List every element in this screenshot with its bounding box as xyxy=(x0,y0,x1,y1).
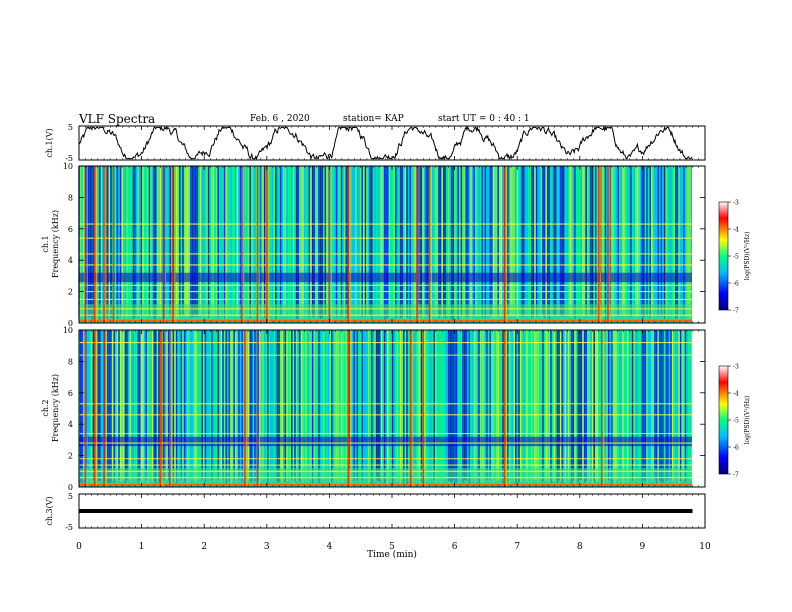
ch1-spectrogram-ylabel: Frequency (kHz) xyxy=(51,210,60,278)
colorbar-tick-label: -5 xyxy=(733,254,739,261)
x-tick-label: 9 xyxy=(640,542,646,552)
ch3-ytick-top: 5 xyxy=(68,492,73,501)
colorbar-tick-label: -7 xyxy=(733,308,739,315)
ch1-colorbar-label: log(PSD)(V²/Hz) xyxy=(744,232,751,281)
chart-title: VLF Spectra xyxy=(79,112,156,126)
ch1-ytick-bottom: -5 xyxy=(65,154,73,163)
y-tick-label: 8 xyxy=(68,357,73,366)
y-tick-label: 6 xyxy=(68,389,73,398)
x-tick-label: 7 xyxy=(514,542,520,552)
ch3-ylabel: ch.3(V) xyxy=(45,496,54,525)
y-tick-label: 4 xyxy=(68,256,73,265)
x-tick-label: 3 xyxy=(264,542,270,552)
ch1-colorbar: -3 -4 -5 -6 -7 log(PSD)(V²/Hz) xyxy=(718,200,751,315)
x-tick-label: 2 xyxy=(201,542,207,552)
low-band-green xyxy=(79,304,693,320)
y-tick-label: 4 xyxy=(68,420,73,429)
ch1-ytick-top: 5 xyxy=(68,123,73,132)
start-time-label: start UT = 0 : 40 : 1 xyxy=(438,114,530,124)
x-tick-label: 0 xyxy=(76,542,82,552)
low-band-blue xyxy=(79,272,693,283)
y-tick-label: 2 xyxy=(68,288,73,297)
ch2-spectrogram-ylabel: Frequency (kHz) xyxy=(51,374,60,442)
x-tick-label: 4 xyxy=(327,542,333,552)
low-band-green xyxy=(79,468,693,484)
colorbar-tick-label: -6 xyxy=(733,445,739,452)
y-tick-label: 10 xyxy=(63,326,73,335)
ch2-spectrogram-panel: 0 2 4 6 8 10 ch.2 Frequency (kHz) xyxy=(41,326,706,492)
low-band-blue xyxy=(79,436,693,447)
ch3-waveform-panel: 5 -5 ch.3(V) xyxy=(45,492,706,532)
x-tick-label: 10 xyxy=(699,542,711,552)
ch2-colorbar-label: log(PSD)(V²/Hz) xyxy=(744,396,751,445)
colorbar-tick-label: -3 xyxy=(733,200,739,207)
ch1-spectrogram-heatmap xyxy=(78,166,693,323)
colorbar-tick-label: -7 xyxy=(733,472,739,479)
x-axis-label: Time (min) xyxy=(367,549,417,560)
ch1-waveform-line xyxy=(78,125,693,161)
y-tick-label: 0 xyxy=(68,483,73,492)
ch2-colorbar: -3 -4 -5 -6 -7 log(PSD)(V²/Hz) xyxy=(718,364,751,479)
colorbar-tick-label: -4 xyxy=(733,391,739,398)
ch2-spectrogram-heatmap xyxy=(78,330,693,487)
x-tick-label: 1 xyxy=(139,542,145,552)
y-tick-label: 0 xyxy=(68,319,73,328)
ch3-ytick-bottom: -5 xyxy=(65,523,73,532)
ch2-spectrogram-channel-label: ch.2 xyxy=(41,399,50,416)
y-tick-label: 8 xyxy=(68,193,73,202)
y-tick-label: 10 xyxy=(63,162,73,171)
y-tick-label: 6 xyxy=(68,225,73,234)
colorbar-tick-label: -3 xyxy=(733,364,739,371)
ch1-ylabel: ch.1(V) xyxy=(45,128,54,157)
ch1-waveform-panel: 5 -5 ch.1(V) xyxy=(45,123,706,163)
station-label: station= KAP xyxy=(343,114,404,124)
ch1-spectrogram-panel: 0 2 4 6 8 10 ch.1 Frequency (kHz) xyxy=(41,162,706,328)
colorbar-tick-label: -4 xyxy=(733,227,739,234)
colorbar-tick-label: -6 xyxy=(733,281,739,288)
ch1-spectrogram-channel-label: ch.1 xyxy=(41,235,50,252)
colorbar-tick-label: -5 xyxy=(733,418,739,425)
x-tick-label: 6 xyxy=(452,542,458,552)
x-axis: 0 1 2 3 4 5 6 7 8 9 10 xyxy=(76,126,711,552)
x-tick-label: 8 xyxy=(577,542,583,552)
date-label: Feb. 6 , 2020 xyxy=(250,114,310,124)
x-tick-label: 5 xyxy=(389,542,395,552)
y-tick-label: 2 xyxy=(68,452,73,461)
